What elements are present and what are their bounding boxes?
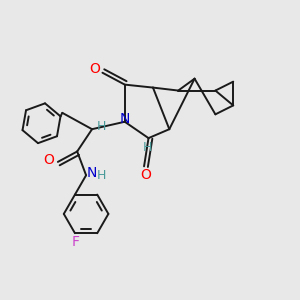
Text: H: H (142, 140, 152, 154)
Text: N: N (119, 112, 130, 126)
Text: H: H (96, 169, 106, 182)
Text: O: O (44, 153, 54, 167)
Text: O: O (140, 168, 151, 182)
Text: H: H (96, 120, 106, 133)
Text: O: O (90, 62, 101, 76)
Text: N: N (87, 166, 97, 180)
Text: F: F (71, 235, 80, 249)
